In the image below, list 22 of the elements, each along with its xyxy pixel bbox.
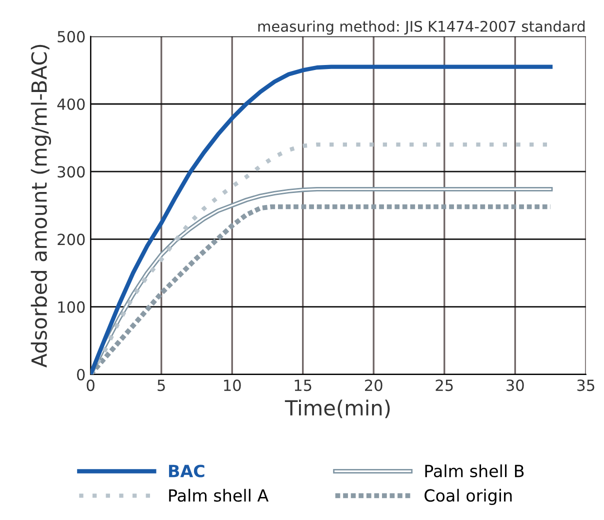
y-tick-label: 0 <box>77 368 85 380</box>
x-tick-label: 30 <box>506 380 524 392</box>
y-axis-title: Adsorbed amount (mg/ml-BAC) <box>30 44 52 368</box>
y-tick-label: 300 <box>58 166 85 178</box>
legend-label: BAC <box>169 464 204 478</box>
x-tick-label: 20 <box>365 380 382 392</box>
x-tick-label: 15 <box>294 380 312 392</box>
y-tick-label: 400 <box>57 98 85 110</box>
y-tick-label: 500 <box>58 30 85 42</box>
y-tick-label: 200 <box>58 234 85 246</box>
text: measuring method: JIS K1474-2007 standard <box>258 20 585 35</box>
legend-label: Palm shell B <box>425 464 524 478</box>
x-tick-label: 0 <box>86 380 94 392</box>
legend-label: Palm shell A <box>169 488 269 502</box>
x-tick-label: 25 <box>436 380 453 392</box>
legend-label: Coal origin <box>424 488 512 505</box>
y-tick-label: 100 <box>58 301 85 313</box>
x-tick-label: 5 <box>158 380 165 392</box>
x-tick-label: 10 <box>224 380 241 392</box>
line-series <box>90 64 553 374</box>
x-axis-title: Time(min) <box>284 400 390 418</box>
x-tick-label: 35 <box>577 380 594 392</box>
